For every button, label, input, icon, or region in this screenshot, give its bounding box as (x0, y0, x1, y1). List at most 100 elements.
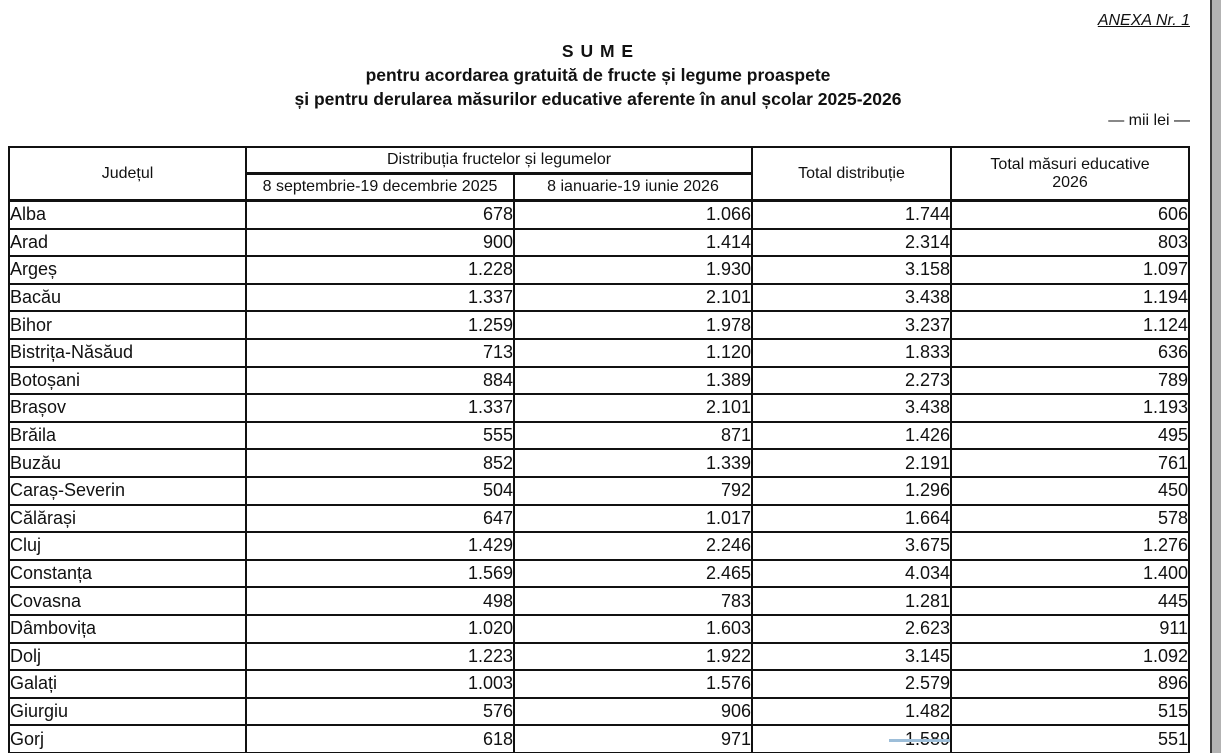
period2-cell: 1.930 (512, 255, 754, 285)
county-cell: Dâmbovița (8, 613, 247, 644)
educational-cell: 1.193 (950, 393, 1191, 423)
county-cell: Gorj (8, 724, 247, 753)
header-total-distribution: Total distribuție (751, 146, 953, 202)
total-cell: 2.579 (751, 669, 953, 699)
period1-cell: 1.337 (245, 282, 515, 313)
educational-cell: 1.124 (950, 310, 1191, 340)
period1-cell: 504 (245, 475, 515, 506)
header-county: Județul (8, 146, 247, 202)
period1-cell: 1.429 (245, 531, 515, 561)
period2-cell: 1.339 (512, 448, 754, 478)
county-cell: Cluj (8, 531, 247, 561)
total-cell: 1.482 (751, 696, 953, 727)
county-cell: Dolj (8, 641, 247, 672)
total-cell: 1.426 (751, 420, 953, 451)
period1-cell: 1.003 (245, 669, 515, 699)
educational-cell: 450 (950, 475, 1191, 506)
title-block: S U M E pentru acordarea gratuită de fru… (8, 39, 1188, 111)
educational-cell: 1.194 (950, 282, 1191, 313)
table-row: Caraș-Severin 504 792 1.296 450 (8, 475, 1191, 506)
period2-cell: 1.922 (512, 641, 754, 672)
period1-cell: 852 (245, 448, 515, 478)
total-cell: 2.314 (751, 227, 953, 258)
total-cell: 3.158 (751, 255, 953, 285)
sums-table: Județul Distribuția fructelor și legumel… (8, 146, 1191, 753)
viewer-gutter (1210, 0, 1221, 753)
total-cell: 2.273 (751, 365, 953, 396)
period2-cell: 1.389 (512, 365, 754, 396)
period2-cell: 1.603 (512, 613, 754, 644)
county-cell: Brăila (8, 420, 247, 451)
educational-cell: 1.400 (950, 558, 1191, 589)
header-period1: 8 septembrie-19 decembrie 2025 (245, 172, 515, 202)
total-cell: 1.281 (751, 586, 953, 616)
total-cell: 4.034 (751, 558, 953, 589)
period1-cell: 884 (245, 365, 515, 396)
table-body: Alba 678 1.066 1.744 606 Arad 900 1.414 2.314 803… (8, 199, 1191, 753)
total-cell: 1.296 (751, 475, 953, 506)
table-row: Constanța 1.569 2.465 4.034 1.400 (8, 558, 1191, 589)
county-cell: Covasna (8, 586, 247, 616)
period1-cell: 678 (245, 199, 515, 230)
table-row: Dâmbovița 1.020 1.603 2.623 911 (8, 613, 1191, 644)
period1-cell: 1.228 (245, 255, 515, 285)
period2-cell: 1.120 (512, 337, 754, 368)
educational-cell: 761 (950, 448, 1191, 478)
period1-cell: 1.259 (245, 310, 515, 340)
educational-cell: 789 (950, 365, 1191, 396)
county-cell: Giurgiu (8, 696, 247, 727)
county-cell: Buzău (8, 448, 247, 478)
struck-value: 1.589 (888, 728, 951, 749)
header-row-group: Județul Distribuția fructelor și legumel… (8, 146, 1191, 202)
total-cell: 1.664 (751, 503, 953, 534)
period2-cell: 1.017 (512, 503, 754, 534)
county-cell: Botoșani (8, 365, 247, 396)
period1-cell: 900 (245, 227, 515, 258)
period1-cell: 555 (245, 420, 515, 451)
total-cell: 3.438 (751, 393, 953, 423)
county-cell: Bihor (8, 310, 247, 340)
header-row-periods: 8 septembrie-19 decembrie 2025 8 ianuari… (9, 172, 1189, 202)
period2-cell: 1.414 (512, 227, 754, 258)
table-row: Bihor 1.259 1.978 3.237 1.124 (8, 310, 1191, 340)
document-subtitle-line2: și pentru derularea măsurilor educative … (294, 89, 902, 109)
period2-cell: 783 (512, 586, 754, 616)
county-cell: Arad (8, 227, 247, 258)
period1-cell: 1.569 (245, 558, 515, 589)
table-row: Arad 900 1.414 2.314 803 (8, 227, 1191, 258)
period2-cell: 2.101 (512, 282, 754, 313)
period2-cell: 2.101 (512, 393, 754, 423)
total-cell: 3.438 (751, 282, 953, 313)
header-period2: 8 ianuarie-19 iunie 2026 (512, 172, 754, 202)
table-row: Bistrița-Năsăud 713 1.120 1.833 636 (8, 337, 1191, 368)
county-cell: Bistrița-Năsăud (8, 337, 247, 368)
educational-cell: 636 (950, 337, 1191, 368)
table-header: Județul Distribuția fructelor și legumel… (8, 146, 1191, 202)
period1-cell: 647 (245, 503, 515, 534)
county-cell: Galați (8, 669, 247, 699)
period2-cell: 971 (512, 724, 754, 753)
period2-cell: 1.576 (512, 669, 754, 699)
educational-cell: 515 (950, 696, 1191, 727)
table-row: Galați 1.003 1.576 2.579 896 (8, 669, 1191, 699)
educational-cell: 551 (950, 724, 1191, 753)
county-cell: Alba (8, 199, 247, 230)
educational-cell: 911 (950, 613, 1191, 644)
educational-cell: 1.276 (950, 531, 1191, 561)
table-row: Cluj 1.429 2.246 3.675 1.276 (8, 531, 1191, 561)
period1-cell: 1.223 (245, 641, 515, 672)
county-cell: Călărași (8, 503, 247, 534)
period2-cell: 2.246 (512, 531, 754, 561)
period2-cell: 1.066 (512, 199, 754, 230)
educational-cell: 803 (950, 227, 1191, 258)
unit-note: — mii lei — (1108, 112, 1190, 129)
table-row: Buzău 852 1.339 2.191 761 (8, 448, 1191, 478)
annex-label: ANEXA Nr. 1 (1097, 12, 1190, 29)
county-cell: Bacău (8, 282, 247, 313)
total-cell: 1.833 (751, 337, 953, 368)
table-row: Brașov 1.337 2.101 3.438 1.193 (8, 393, 1191, 423)
period2-cell: 871 (512, 420, 754, 451)
period2-cell: 792 (512, 475, 754, 506)
table-row: Bacău 1.337 2.101 3.438 1.194 (8, 282, 1191, 313)
